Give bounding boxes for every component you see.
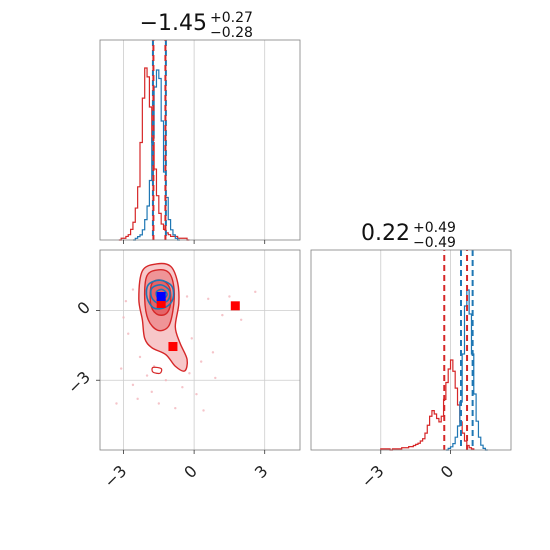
- joint-blue-contour-1: [149, 284, 171, 305]
- joint-scatter-point-25: [190, 337, 193, 340]
- joint-blue-contour-0: [145, 279, 175, 310]
- joint-xtick-label-0: −3: [100, 461, 130, 491]
- joint-red-tail-contour: [151, 366, 163, 375]
- joint-scatter-point-10: [195, 392, 198, 396]
- joint-scatter-point-13: [221, 313, 224, 317]
- joint-scatter-point-20: [211, 351, 215, 354]
- joint-scatter-point-16: [185, 295, 189, 298]
- joint-scatter-point-12: [207, 297, 210, 301]
- right-title-plus: +0.49: [413, 220, 456, 236]
- joint-red-marker-0: [156, 298, 166, 308]
- joint-scatter-point-21: [174, 406, 177, 410]
- joint-xtick-label-1: 0: [180, 461, 201, 482]
- joint-scatter-point-26: [228, 295, 231, 298]
- joint-red-marker-2: [230, 301, 240, 311]
- joint-scatter-point-15: [254, 290, 257, 294]
- joint-scatter-point-4: [145, 374, 149, 377]
- right-xtick-label-1: 0: [437, 461, 458, 482]
- joint-ytick-label-1: 0: [73, 298, 94, 319]
- top-title-minus: −0.28: [210, 25, 253, 41]
- joint-scatter-point-29: [214, 376, 217, 380]
- joint-scatter-point-7: [164, 379, 168, 382]
- top-title-plus: +0.27: [210, 10, 253, 26]
- joint-blue-marker: [156, 292, 166, 302]
- joint-ytick-label-0: −3: [64, 368, 94, 398]
- joint-scatter-point-17: [124, 299, 128, 303]
- joint-scatter-point-14: [239, 318, 243, 321]
- joint-panel-frame: [99, 249, 301, 451]
- joint-scatter-point-0: [119, 367, 123, 370]
- right-title-minus: −0.49: [413, 235, 456, 251]
- joint-scatter-point-6: [157, 402, 161, 405]
- top-title-value: −1.45: [140, 11, 207, 36]
- frames-layer: [96, 39, 512, 454]
- joint-scatter-point-28: [131, 288, 135, 291]
- joint-xtick-label-2: 3: [251, 461, 272, 482]
- right-xtick-label-0: −3: [357, 461, 387, 491]
- right-title-value: 0.22: [361, 221, 410, 246]
- text-layer: −3 0 3 −3 −3 0 0 −1.45 +0.27−0.28 0.22 +0.49−0.49: [64, 10, 457, 492]
- joint-scatter-point-1: [131, 383, 135, 387]
- data-layer: [115, 40, 488, 451]
- top-blue-histogram: [132, 69, 180, 241]
- joint-red-marker-1: [168, 342, 178, 352]
- joint-scatter-point-27: [122, 316, 125, 319]
- joint-scatter-point-18: [115, 402, 118, 405]
- joint-scatter-point-5: [150, 390, 153, 394]
- joint-scatter-point-8: [181, 386, 184, 389]
- top-panel-frame: [99, 39, 301, 241]
- joint-scatter-point-9: [188, 372, 191, 375]
- joint-scatter-point-23: [202, 409, 205, 412]
- joint-scatter-point-3: [138, 355, 142, 359]
- joint-scatter-point-2: [127, 332, 130, 335]
- right-panel-frame: [310, 249, 512, 451]
- top-red-histogram: [118, 67, 190, 241]
- joint-scatter-point-22: [136, 397, 139, 401]
- joint-scatter-point-11: [199, 360, 203, 363]
- grid-layer: [100, 40, 451, 450]
